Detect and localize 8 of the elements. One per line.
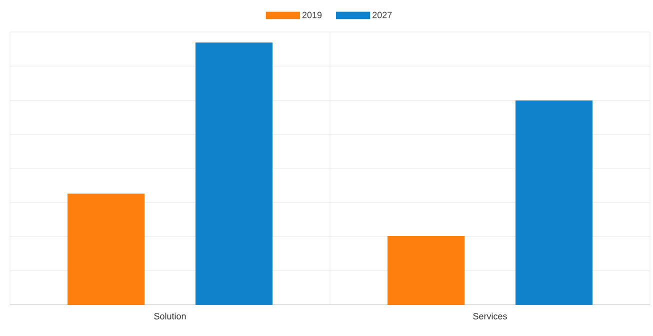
x-tick-label: Services xyxy=(473,312,507,320)
bar xyxy=(68,194,145,305)
legend-label: 2019 xyxy=(302,12,322,18)
bar xyxy=(196,42,273,305)
legend-label: 2027 xyxy=(372,12,392,18)
bar xyxy=(388,236,464,305)
x-tick-label: Solution xyxy=(154,312,186,320)
bar xyxy=(516,100,592,305)
